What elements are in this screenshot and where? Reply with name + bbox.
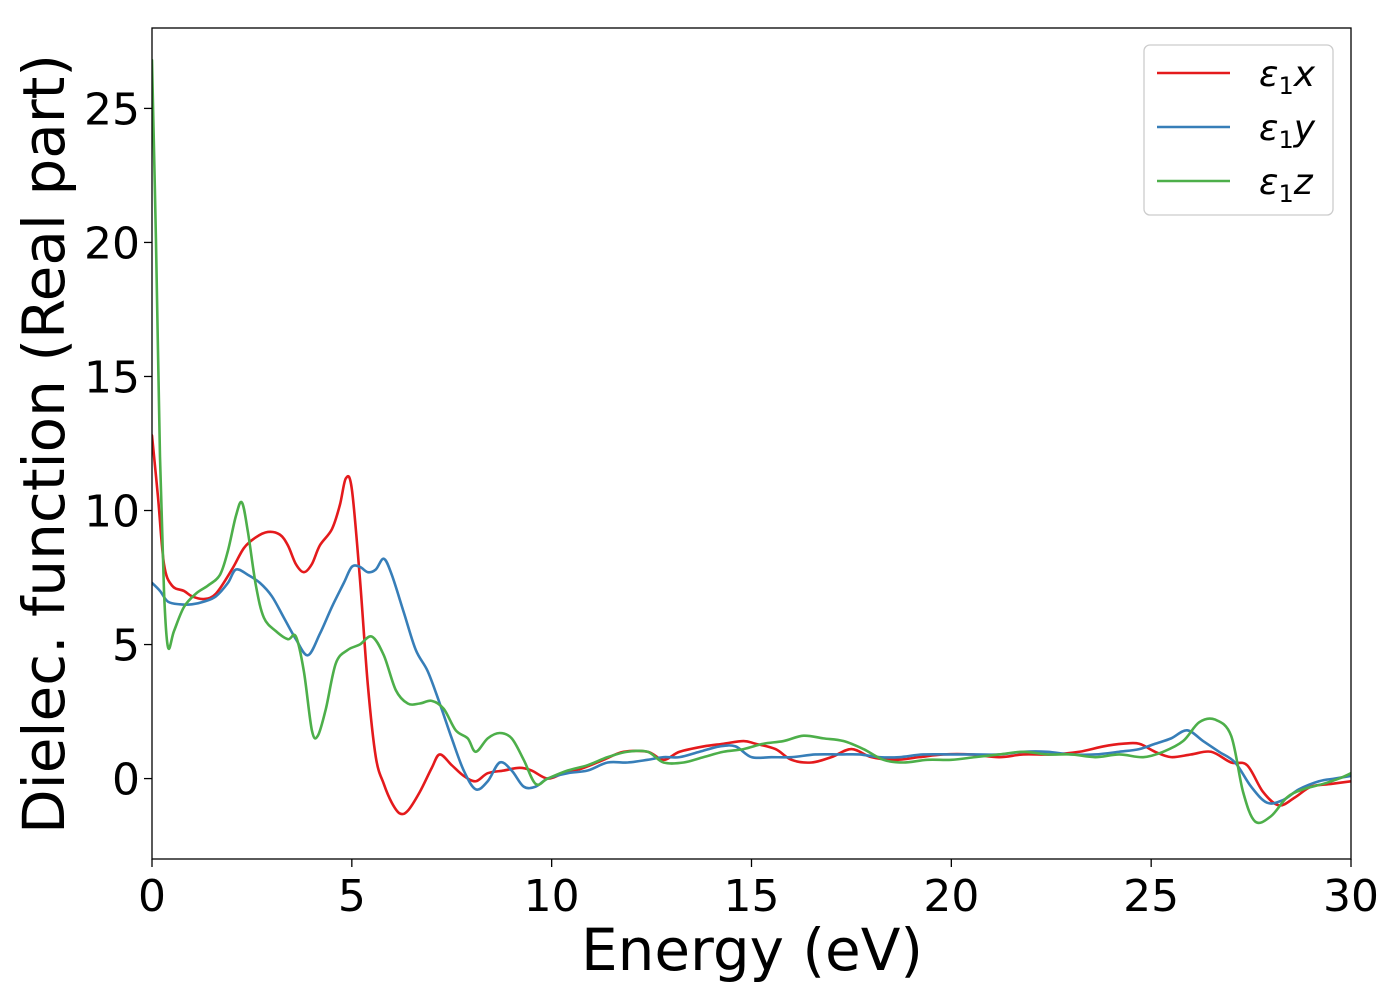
legend: ε1x ε1y ε1z xyxy=(1143,44,1334,216)
series-line-y xyxy=(152,557,1351,805)
y-axis-title: Dielec. function (Real part) xyxy=(10,54,78,834)
legend-label-y: ε1y xyxy=(1259,108,1316,154)
y-tick-label: 20 xyxy=(84,218,140,269)
x-tick-label: 20 xyxy=(923,871,979,922)
y-tick-label: 25 xyxy=(84,84,140,135)
x-tick-label: 15 xyxy=(724,871,780,922)
series-lines xyxy=(152,58,1351,825)
x-axis-title: Energy (eV) xyxy=(581,916,923,984)
y-tick-label: 0 xyxy=(112,755,140,806)
series-line-z xyxy=(152,58,1351,825)
x-tick-label: 10 xyxy=(524,871,580,922)
x-tick-label: 25 xyxy=(1123,871,1179,922)
plot-area xyxy=(152,58,1351,825)
x-tick-label: 30 xyxy=(1323,871,1379,922)
y-tick-label: 15 xyxy=(84,352,140,403)
y-tick-label: 5 xyxy=(112,621,140,672)
legend-label-z: ε1z xyxy=(1259,162,1314,208)
axes: 0 5 10 15 20 25 30 0 5 10 15 20 25 xyxy=(84,27,1379,922)
legend-box xyxy=(1143,44,1334,216)
legend-label-x: ε1x xyxy=(1259,54,1316,100)
y-tick-label: 10 xyxy=(84,487,140,538)
x-tick-label: 5 xyxy=(338,871,366,922)
x-tick-label: 0 xyxy=(138,871,166,922)
